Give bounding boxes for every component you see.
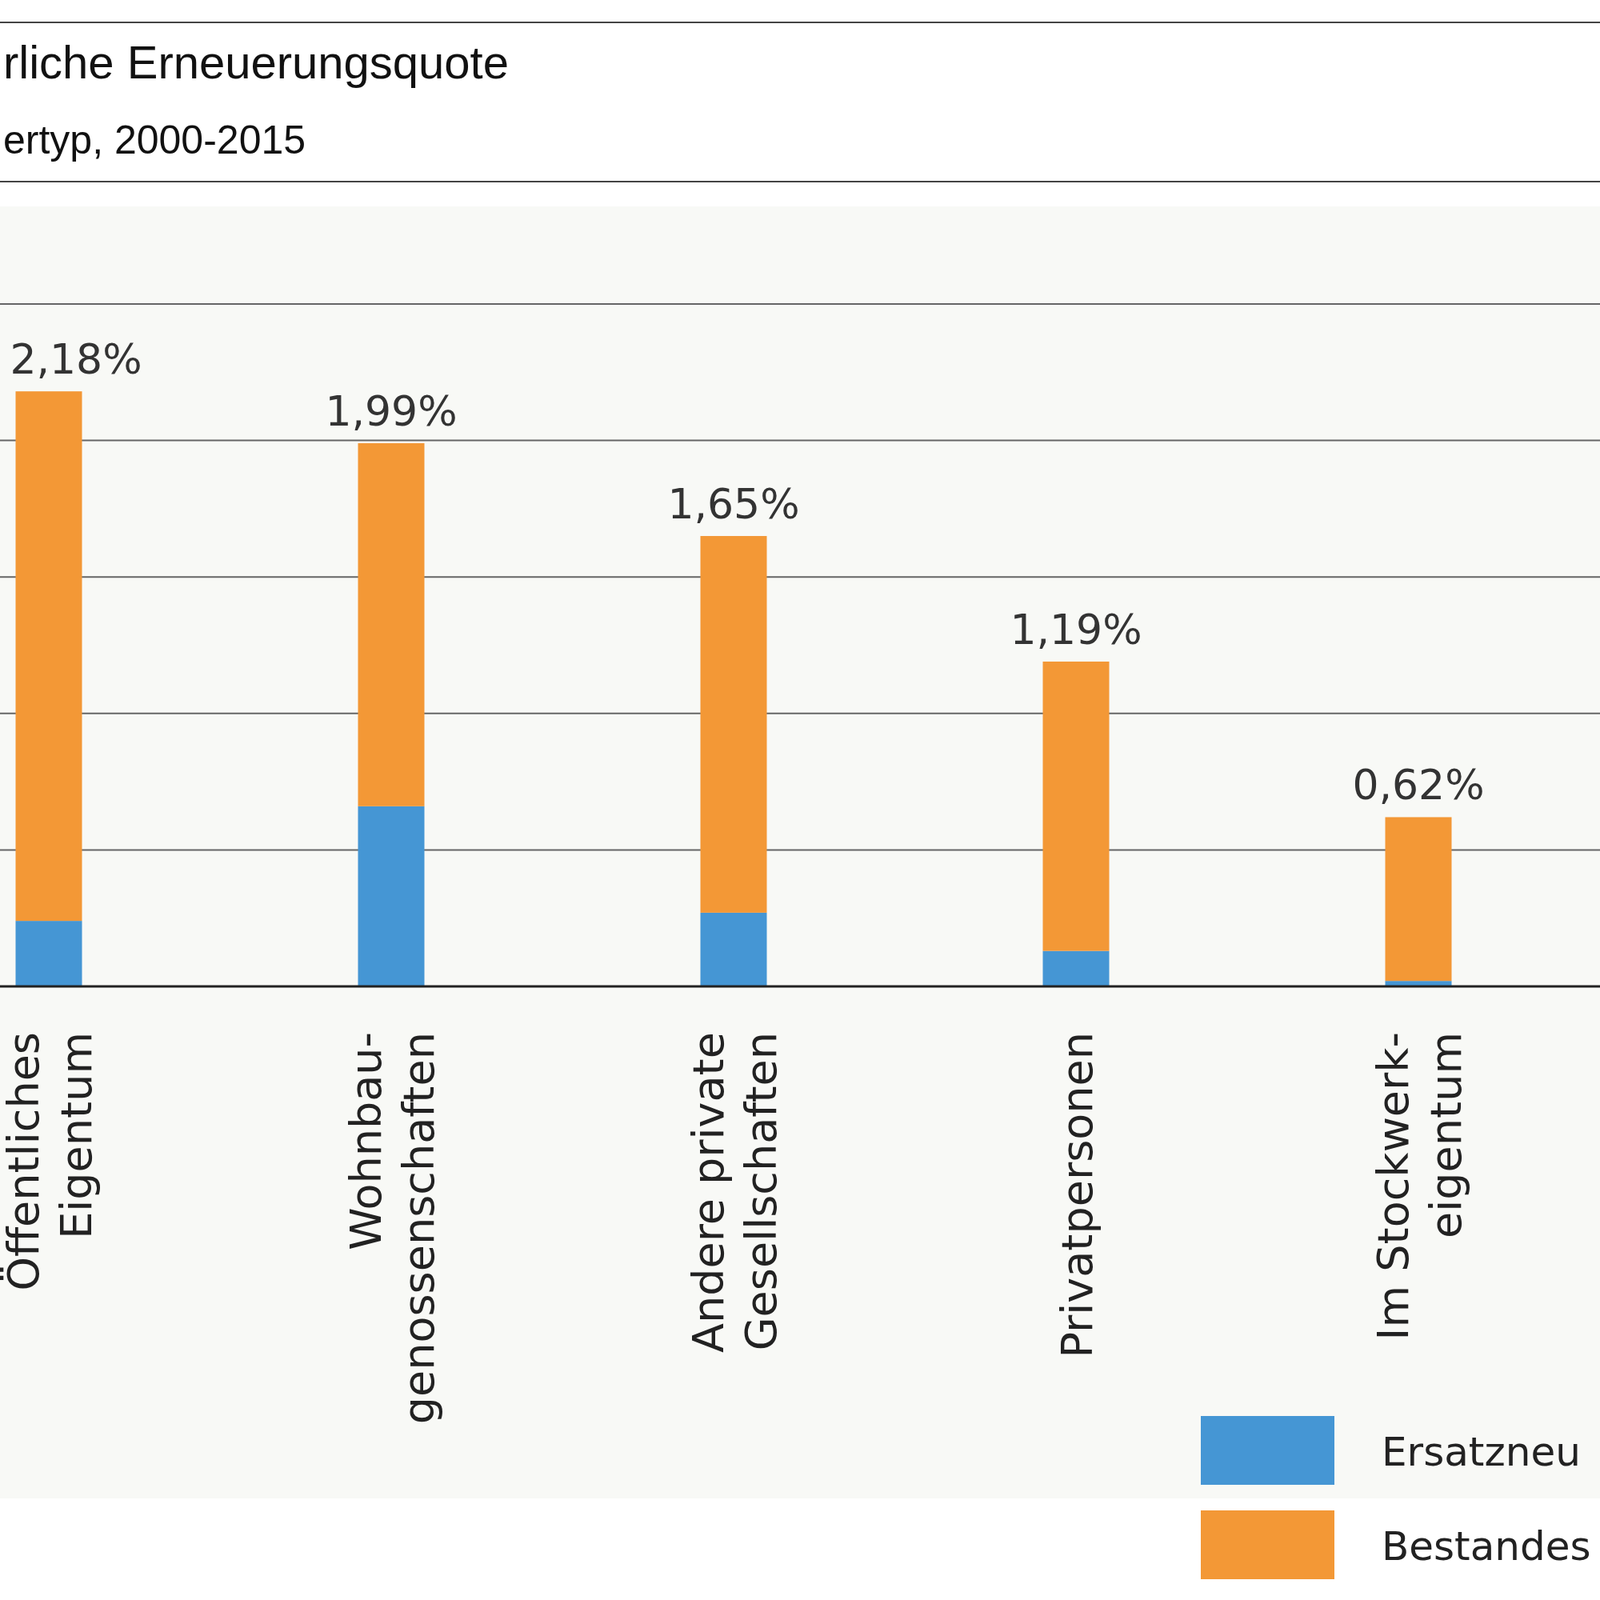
bar-segment bbox=[1043, 951, 1110, 987]
plot-background bbox=[0, 206, 1600, 1499]
data-label: 2,18% bbox=[9, 335, 142, 384]
grid-line bbox=[0, 303, 1600, 305]
bars bbox=[16, 391, 1452, 987]
bar-segment bbox=[700, 536, 768, 913]
header-rule bbox=[0, 180, 1600, 183]
legend-label: Ersatzneu bbox=[1381, 1428, 1581, 1476]
range-top bbox=[0, 303, 1600, 305]
category-label: genossenschaften bbox=[393, 1032, 444, 1424]
data-label: 1,99% bbox=[324, 387, 457, 436]
bar-segment bbox=[1385, 816, 1452, 981]
legend-swatch bbox=[1200, 1416, 1335, 1485]
title: rliche Erneuerungsquote bbox=[3, 36, 509, 88]
bar-segment bbox=[16, 391, 83, 921]
category-label: Öffentliches bbox=[0, 1032, 49, 1292]
category-label: Privatpersonen bbox=[1052, 1032, 1103, 1359]
category-label: Gesellschaften bbox=[736, 1032, 787, 1351]
data-label: 1,19% bbox=[1009, 605, 1142, 654]
data-label: 1,65% bbox=[667, 480, 800, 528]
bar-segment bbox=[1043, 661, 1110, 952]
category-label: eigentum bbox=[1420, 1032, 1472, 1239]
subtitle: ertyp, 2000-2015 bbox=[3, 117, 306, 163]
x-axis bbox=[0, 985, 1600, 988]
legend-label: Bestandes bbox=[1381, 1523, 1592, 1570]
category-label: Wohnbau- bbox=[340, 1032, 392, 1251]
bar-segment bbox=[16, 920, 83, 987]
grid-line bbox=[0, 440, 1600, 442]
legend-swatch bbox=[1200, 1510, 1335, 1580]
category-label: Eigentum bbox=[51, 1032, 102, 1240]
category-label: Andere private bbox=[683, 1032, 734, 1353]
grid-line bbox=[0, 848, 1600, 851]
bar-segment bbox=[358, 806, 425, 987]
header-rule bbox=[0, 21, 1600, 24]
category-label: Im Stockwerk- bbox=[1368, 1032, 1419, 1341]
grid-line bbox=[0, 712, 1600, 715]
data-label: 0,62% bbox=[1352, 760, 1484, 809]
grid-line bbox=[0, 985, 1600, 988]
chart: rliche Erneuerungsquote ertyp, 2000-2015 2… bbox=[0, 0, 1600, 1600]
grid-line bbox=[0, 576, 1600, 578]
bar-segment bbox=[358, 443, 425, 807]
bar-segment bbox=[700, 912, 768, 987]
